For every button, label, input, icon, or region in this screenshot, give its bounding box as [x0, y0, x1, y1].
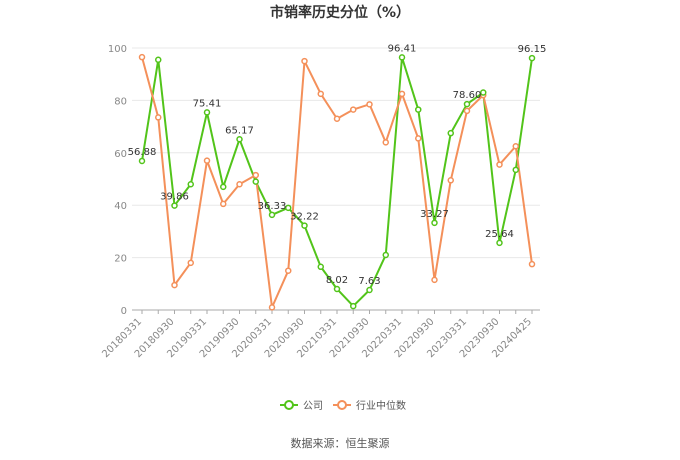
industry-median-data-point: [431, 276, 438, 284]
company-data-point: [480, 89, 487, 96]
industry-median-data-point: [285, 267, 292, 274]
company-data-label: 33.27: [420, 209, 449, 220]
y-tick-label: 100: [108, 44, 127, 55]
company-data-label: 8.02: [326, 275, 348, 286]
industry-median-data-point: [187, 259, 194, 267]
company-data-point: [398, 54, 406, 61]
company-data-label: 96.41: [388, 43, 417, 54]
legend-item-industry-median[interactable]: 行业中位数: [333, 399, 406, 412]
legend-label-company: 公司: [303, 401, 323, 412]
y-tick-label: 20: [114, 254, 127, 265]
company-data-point: [155, 56, 162, 64]
industry-median-data-point: [447, 177, 454, 184]
legend-marker-company: [284, 400, 294, 410]
company-data-label: 65.17: [225, 125, 254, 136]
company-data-point: [382, 251, 389, 259]
series-layer: [138, 53, 536, 311]
industry-median-data-point: [512, 143, 519, 150]
industry-median-data-point: [333, 115, 341, 122]
y-tick-label: 60: [114, 149, 127, 160]
chart-title: 市销率历史分位（%）: [270, 4, 410, 21]
industry-median-data-point: [171, 281, 178, 289]
company-data-label: 96.15: [518, 44, 547, 55]
company-data-label: 78.60: [453, 90, 482, 101]
industry-median-data-point: [301, 57, 308, 65]
company-data-point: [350, 302, 357, 310]
company-data-point: [285, 204, 292, 212]
company-data-label: 7.63: [358, 276, 380, 287]
company-data-point: [333, 285, 341, 293]
company-data-point: [138, 157, 146, 165]
y-tick-label: 0: [121, 306, 127, 317]
industry-median-data-point: [415, 135, 422, 142]
industry-median-data-point: [463, 107, 471, 115]
company-data-point: [317, 263, 324, 271]
company-data-point: [431, 219, 438, 227]
industry-median-data-point: [528, 260, 536, 268]
company-data-point: [187, 180, 194, 188]
industry-median-data-point: [220, 200, 227, 208]
industry-median-data-point: [155, 114, 162, 121]
company-data-point: [366, 286, 373, 294]
company-data-point: [447, 129, 454, 137]
grid-layer: [132, 47, 540, 311]
company-data-point: [220, 183, 227, 191]
industry-median-data-point: [252, 171, 259, 179]
company-data-label: 39.86: [160, 192, 189, 203]
company-data-label: 25.64: [485, 229, 514, 240]
company-data-point: [512, 166, 519, 174]
legend-label-industry-median: 行业中位数: [356, 399, 406, 412]
company-data-point: [236, 136, 243, 143]
industry-median-data-point: [366, 101, 373, 108]
industry-median-data-point: [382, 139, 389, 146]
y-tick-label: 80: [114, 96, 127, 107]
industry-median-data-point: [350, 106, 357, 113]
industry-median-data-point: [138, 53, 146, 61]
y-tick-label: 40: [114, 201, 127, 212]
legend: 公司 行业中位数: [280, 399, 406, 412]
industry-median-data-point: [496, 161, 503, 168]
company-data-point: [203, 109, 211, 116]
company-data-label: 56.88: [128, 147, 157, 158]
industry-median-data-point: [268, 304, 276, 311]
company-data-point: [415, 106, 422, 113]
company-data-point: [528, 54, 536, 62]
company-data-point: [496, 239, 503, 247]
legend-marker-industry-median: [337, 400, 347, 410]
source-note: 数据来源：恒生聚源: [291, 436, 390, 450]
industry-median-data-point: [203, 157, 211, 164]
industry-median-data-point: [398, 90, 406, 98]
company-data-label: 36.33: [258, 201, 287, 212]
company-data-label: 75.41: [193, 98, 222, 109]
legend-item-company[interactable]: 公司: [280, 400, 323, 412]
company-data-point: [171, 202, 178, 209]
company-data-point: [301, 222, 308, 229]
company-data-point: [463, 100, 471, 108]
company-data-point: [268, 211, 276, 219]
company-data-point: [252, 178, 259, 185]
industry-median-data-point: [317, 90, 324, 98]
company-data-label: 32.22: [290, 212, 319, 223]
industry-median-data-point: [236, 180, 243, 188]
